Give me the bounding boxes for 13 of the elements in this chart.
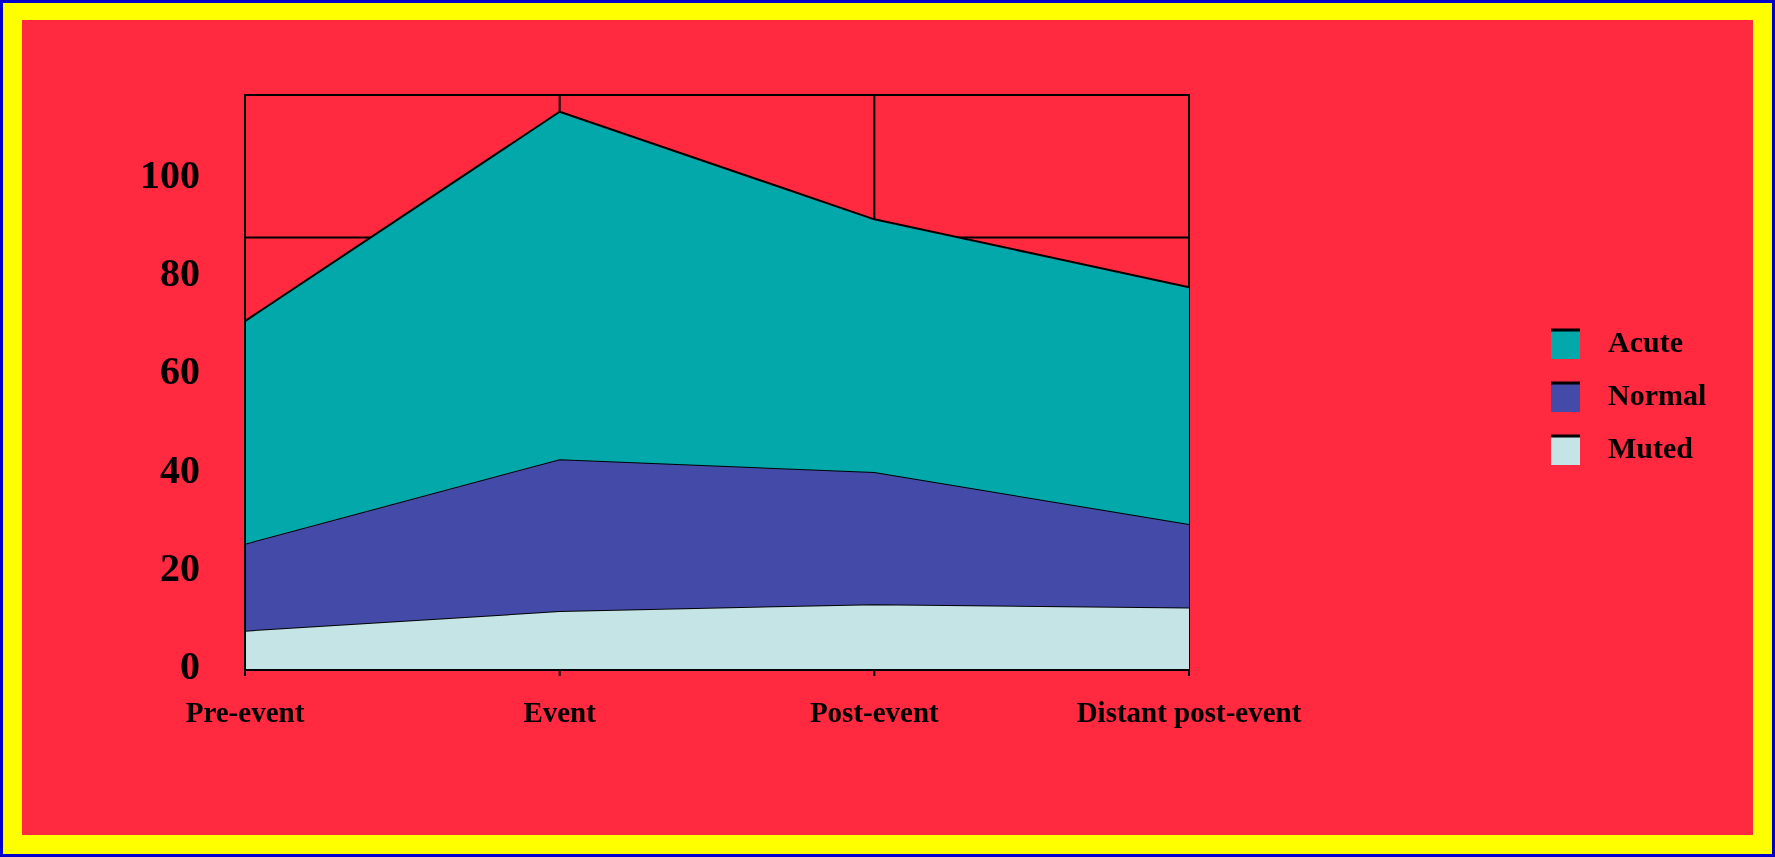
x-tick-label: Event: [523, 696, 597, 728]
y-tick-label: 40: [160, 446, 200, 492]
y-tick-label: 0: [180, 643, 200, 689]
y-tick-label: 80: [160, 250, 200, 296]
legend-label: Acute: [1608, 324, 1683, 358]
x-tick-label: Post-event: [809, 696, 940, 728]
y-tick-label: 60: [160, 348, 200, 394]
y-tick-label: 20: [160, 544, 200, 590]
legend-label: Muted: [1608, 430, 1694, 464]
x-tick-label: Distant post-event: [1076, 696, 1302, 728]
x-tick-label: Pre-event: [185, 696, 305, 728]
legend-label: Normal: [1608, 377, 1707, 411]
y-tick-label: 100: [140, 151, 200, 197]
